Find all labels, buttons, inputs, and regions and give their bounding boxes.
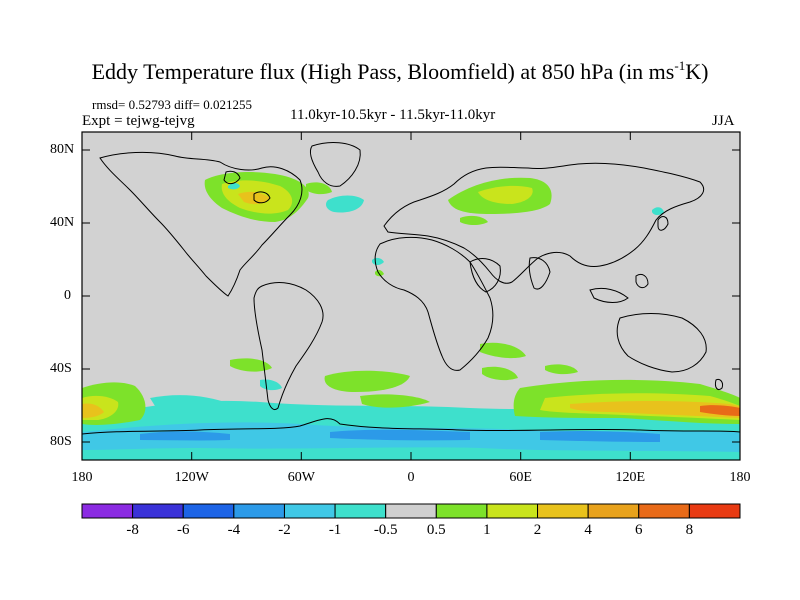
season-label: JJA (712, 113, 735, 129)
colorbar-tick-label: -6 (176, 522, 190, 538)
coastline-antarctica (82, 418, 740, 435)
x-tick-label: 60E (509, 470, 532, 485)
colorbar-swatch (334, 503, 387, 519)
x-tick-label: 60W (287, 470, 315, 485)
colorbar-swatch (283, 503, 336, 519)
x-tick-label: 180 (729, 470, 751, 485)
colorbar-swatch (132, 503, 184, 519)
coastline-europe (383, 162, 705, 284)
colorbar-tick-label: -0.5 (373, 522, 398, 538)
colorbar-swatch (537, 503, 589, 519)
y-tick-label: 80S (50, 434, 72, 449)
y-tick-label: 0 (64, 288, 71, 303)
coastline-australia (616, 313, 707, 373)
x-tick-label: 120E (615, 470, 646, 485)
map-title: Eddy Temperature flux (High Pass, Bloomf… (91, 58, 709, 84)
colorbar (81, 503, 741, 519)
colorbar-tick-label: -2 (278, 522, 291, 538)
colorbar-swatch (385, 503, 437, 519)
y-tick-label: 40N (50, 215, 75, 230)
colorbar-swatch (688, 503, 741, 519)
y-tick-label: 40S (50, 361, 72, 376)
coastlines (82, 142, 740, 435)
experiment-label: Expt = tejwg-tejvg (82, 113, 195, 129)
colorbar-swatch (486, 503, 539, 519)
colorbar-tick-label: 1 (483, 522, 491, 538)
north-atlantic-negative (326, 195, 364, 213)
southern-ocean-core-negative (330, 429, 470, 441)
y-tick-label: 80N (50, 142, 75, 157)
coastline-south-america (253, 282, 324, 411)
colorbar-swatch (233, 503, 285, 519)
colorbar-tick-label: 4 (584, 522, 592, 538)
anomaly-shading (82, 172, 740, 460)
coastline-north-america (99, 151, 303, 297)
x-tick-label: 120W (174, 470, 209, 485)
colorbar-tick-label: 6 (635, 522, 643, 538)
coastline-greenland (309, 142, 361, 187)
axis-ticks (82, 132, 740, 460)
colorbar-tick-label: 8 (685, 522, 694, 538)
period-label: 11.0kyr-10.5kyr - 11.5kyr-11.0kyr (290, 107, 496, 123)
colorbar-swatch (81, 503, 134, 519)
coastline-africa (374, 236, 494, 371)
x-tick-label: 0 (407, 470, 415, 485)
colorbar-tick-label: 0.5 (426, 522, 446, 538)
colorbar-swatch (638, 503, 690, 519)
colorbar-tick-label: -1 (328, 522, 342, 538)
rmsd-diff-label: rmsd= 0.52793 diff= 0.021255 (92, 97, 252, 112)
colorbar-swatch (182, 503, 235, 519)
colorbar-swatch (587, 503, 640, 519)
colorbar-tick-label: -8 (126, 522, 139, 538)
colorbar-tick-label: 2 (533, 522, 542, 538)
colorbar-tick-label: -4 (227, 522, 241, 538)
x-tick-label: 180 (71, 470, 93, 485)
colorbar-swatch (435, 503, 488, 519)
